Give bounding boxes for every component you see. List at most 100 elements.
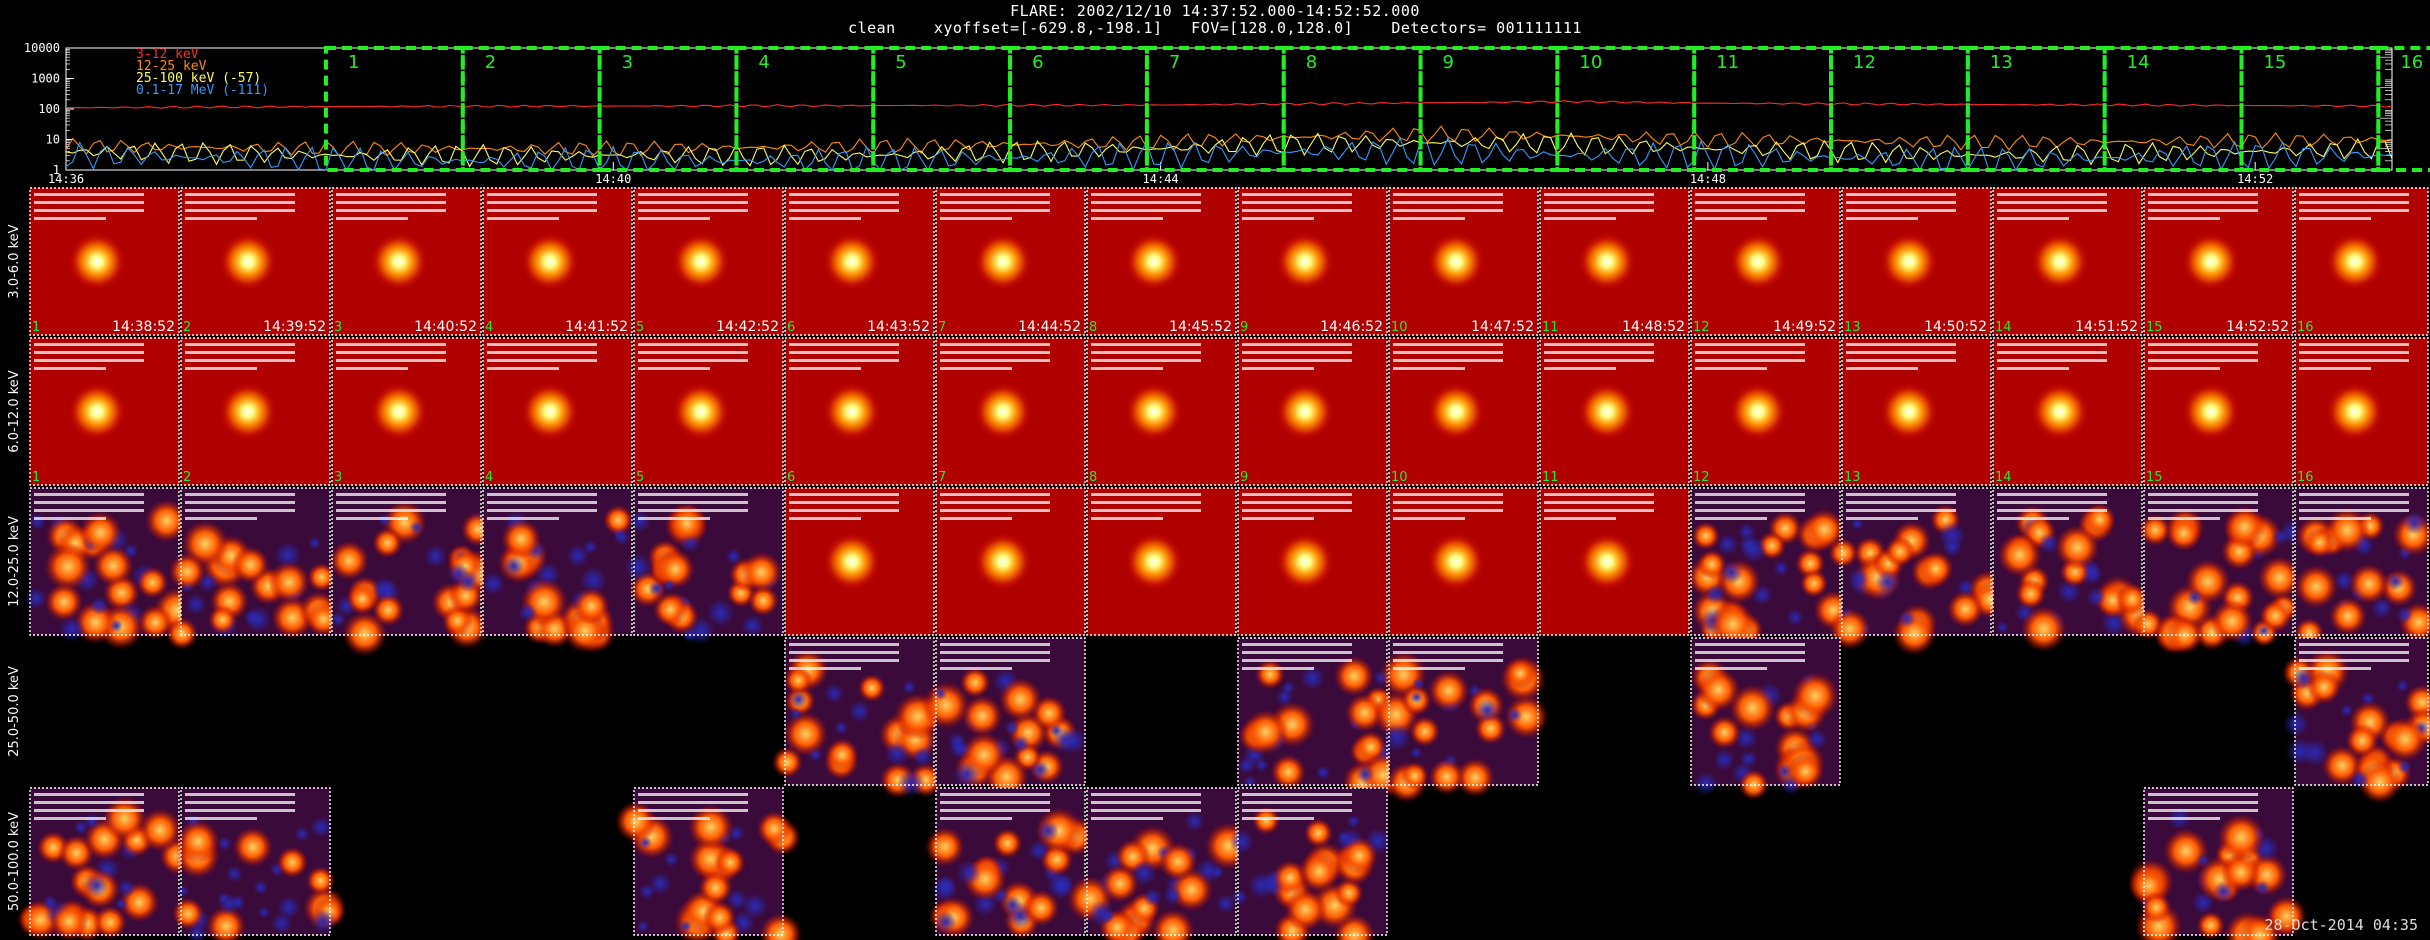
noise-blob	[884, 740, 910, 767]
panel-caption-line	[34, 359, 144, 362]
image-panel	[481, 487, 634, 654]
panel-caption-line	[487, 193, 597, 196]
panel-caption-line	[34, 809, 144, 812]
x-tick-label: 14:40	[595, 172, 631, 185]
noise-blob	[1996, 621, 2009, 634]
panel-caption-line	[2299, 493, 2409, 496]
noise-blob	[2340, 703, 2354, 717]
noise-blob	[2115, 582, 2149, 616]
energy-band-label: 12.0-25.0 keV	[7, 516, 22, 607]
panel-caption-line	[940, 651, 1050, 654]
noise-blob	[1030, 759, 1050, 780]
panel-caption-line	[1242, 501, 1352, 504]
source-blob	[1275, 531, 1336, 592]
image-panel: 7 14:44:52	[935, 187, 1086, 336]
noise-blob	[2086, 587, 2107, 608]
noise-blob	[83, 813, 100, 830]
panel-caption-line	[1695, 201, 1805, 204]
image-panel	[1229, 787, 1392, 940]
panel-caption-line	[34, 493, 144, 496]
panel-caption-line	[2299, 193, 2409, 196]
panel-caption-line	[789, 351, 899, 354]
panel-caption-line	[789, 201, 899, 204]
image-panel: 5 14:42:52	[633, 187, 784, 336]
panel-caption-line	[789, 193, 899, 196]
noise-blob	[2254, 880, 2271, 896]
interval-label: 3	[622, 52, 633, 73]
panel-caption-line	[638, 209, 748, 212]
panel-index-label: 14	[1995, 470, 2012, 485]
panel-caption-line	[487, 351, 597, 354]
panel-caption-line	[1544, 209, 1654, 212]
panel-caption-line	[1997, 201, 2107, 204]
noise-blob	[934, 687, 948, 701]
panel-index-label: 7	[938, 320, 946, 335]
panel-caption-line	[940, 667, 1012, 670]
noise-blob	[1409, 715, 1441, 747]
noise-blob	[1803, 508, 1846, 551]
panel-caption-line	[789, 359, 899, 362]
panel-caption-line	[1846, 217, 1918, 220]
panel-caption-line	[336, 367, 408, 370]
image-panel: 13 14:50:52	[1841, 187, 1992, 336]
noise-blob	[268, 561, 311, 604]
source-blob	[1577, 531, 1638, 592]
source-blob	[369, 381, 430, 442]
panel-caption-line	[2148, 493, 2258, 496]
noise-blob	[409, 520, 424, 535]
source-blob	[2181, 231, 2242, 292]
y-tick-label: 1000	[31, 72, 60, 86]
noise-blob	[1455, 757, 1495, 798]
panel-time-label: 14:49:52	[1773, 319, 1836, 335]
panel-caption-line	[185, 809, 295, 812]
noise-blob	[176, 885, 189, 898]
source-blob	[369, 231, 430, 292]
noise-blob	[2196, 911, 2226, 940]
noise-blob	[2015, 578, 2047, 610]
x-tick-label: 14:36	[48, 172, 84, 185]
noise-blob	[1412, 677, 1425, 690]
source-blob	[2324, 231, 2385, 292]
image-panel	[165, 487, 342, 650]
panel-caption-line	[1242, 351, 1352, 354]
image-panel	[2282, 637, 2430, 804]
panel-time-label: 14:47:52	[1471, 319, 1534, 335]
panel-index-label: 8	[1089, 470, 1097, 485]
panel-caption-line	[1997, 367, 2069, 370]
series-line	[65, 125, 2393, 158]
source-blob	[1124, 531, 1185, 592]
noise-blob	[1850, 517, 1864, 531]
panel-caption-line	[1091, 359, 1201, 362]
noise-blob	[1713, 749, 1735, 771]
panel-caption-line	[1846, 343, 1956, 346]
image-panel	[935, 487, 1086, 636]
noise-blob	[1022, 889, 1060, 927]
panel-caption-line	[940, 809, 1050, 812]
panel-caption-line	[185, 217, 257, 220]
panel-caption-line	[185, 359, 295, 362]
source-blob	[2030, 381, 2091, 442]
panel-caption-line	[940, 351, 1050, 354]
source-blob	[67, 381, 128, 442]
panel-caption-line	[336, 343, 446, 346]
panel-caption-line	[185, 801, 295, 804]
panel-caption-line	[1393, 501, 1503, 504]
noise-blob	[663, 851, 679, 867]
image-panel	[624, 487, 784, 645]
panel-caption-line	[638, 501, 748, 504]
image-panel: 4	[482, 337, 633, 486]
panel-caption-line	[185, 817, 257, 820]
interval-box	[2376, 46, 2430, 172]
panel-caption-line	[1695, 509, 1805, 512]
panel-caption-line	[34, 201, 144, 204]
panel-caption-line	[2148, 343, 2258, 346]
energy-band-label: 6.0-12.0 keV	[7, 370, 22, 453]
panel-caption-line	[789, 367, 861, 370]
panel-caption-line	[1242, 643, 1352, 646]
interval-label: 1	[348, 52, 359, 73]
noise-blob	[78, 511, 123, 555]
x-tick-label: 14:48	[1690, 172, 1726, 185]
source-blob	[1124, 231, 1185, 292]
panel-caption-line	[1242, 343, 1352, 346]
panel-caption-line	[2148, 801, 2258, 804]
